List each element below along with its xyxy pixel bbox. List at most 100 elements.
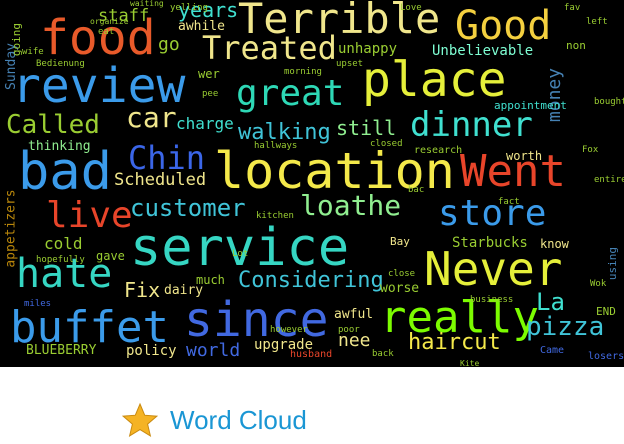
- cloud-word: car: [126, 101, 177, 134]
- cloud-word: wer: [198, 67, 220, 81]
- cloud-word: hate: [16, 251, 113, 297]
- cloud-word: still: [336, 116, 397, 140]
- cloud-word: yelling: [170, 3, 208, 13]
- cloud-word: kitchen: [256, 211, 294, 221]
- cloud-word: research: [414, 145, 463, 156]
- star-icon: [122, 402, 158, 437]
- cloud-word: money: [544, 67, 566, 123]
- cloud-word: since: [184, 292, 329, 348]
- cloud-word: service: [130, 218, 350, 278]
- cloud-word: non: [566, 39, 586, 52]
- cloud-word: haircut: [408, 330, 501, 355]
- cloud-word: gave: [96, 249, 125, 263]
- cloud-word: store: [438, 193, 547, 234]
- cloud-word: Fix: [124, 278, 161, 302]
- cloud-word: using: [606, 246, 620, 281]
- caption[interactable]: Word Cloud: [122, 400, 307, 440]
- cloud-word: years: [178, 0, 239, 22]
- cloud-word: poor: [338, 325, 360, 335]
- cloud-word: know: [540, 237, 569, 251]
- cloud-word: Bay: [390, 235, 410, 248]
- cloud-word: worth: [506, 149, 543, 163]
- cloud-word: buffet: [10, 302, 169, 353]
- cloud-word: loathe: [300, 189, 402, 222]
- cloud-word: bac: [408, 185, 425, 195]
- cloud-word: Wok: [590, 279, 607, 289]
- cloud-word: awhile: [178, 19, 225, 34]
- cloud-word: great: [236, 73, 345, 114]
- cloud-word: Terrible: [238, 0, 441, 43]
- cloud-word: Considering: [238, 268, 384, 293]
- cloud-word: Fox: [582, 145, 599, 155]
- cloud-word: place: [362, 52, 507, 108]
- cloud-word: live: [46, 195, 133, 236]
- cloud-word: charge: [176, 114, 234, 133]
- cloud-word: go: [158, 34, 180, 55]
- cloud-word: waiting: [130, 0, 164, 8]
- cloud-word: closed: [370, 139, 403, 149]
- cloud-word: fav: [564, 3, 581, 13]
- cloud-word: entire: [594, 175, 624, 185]
- cloud-word: worse: [380, 281, 420, 296]
- cloud-word: bought: [594, 97, 624, 107]
- cloud-word: Chin: [128, 139, 206, 177]
- cloud-word: close: [388, 269, 416, 279]
- cloud-word: fact: [498, 197, 520, 207]
- cloud-word: Starbucks: [452, 235, 528, 251]
- cloud-word: appetizers: [3, 189, 19, 268]
- cloud-word: dairy: [164, 283, 204, 298]
- cloud-word: bad: [18, 142, 112, 202]
- cloud-word: appointment: [494, 99, 567, 112]
- cloud-word: hopefully: [36, 255, 85, 265]
- cloud-word: unhappy: [338, 41, 398, 57]
- cloud-word: hallways: [254, 141, 298, 151]
- cloud-word: husband: [290, 349, 333, 360]
- cloud-word: awful: [334, 307, 374, 322]
- cloud-word: morning: [284, 67, 322, 77]
- cloud-word: nee: [338, 330, 371, 351]
- cloud-word: Unbelievable: [432, 43, 534, 59]
- cloud-word: much: [196, 273, 225, 287]
- cloud-word: Came: [540, 345, 565, 356]
- cloud-word: walking: [238, 120, 331, 145]
- cloud-word: Never: [424, 242, 563, 296]
- cloud-word: back: [372, 349, 394, 359]
- cloud-word: really: [380, 292, 539, 343]
- cloud-word: left: [586, 17, 608, 27]
- cloud-word: BLUEBERRY: [26, 343, 97, 358]
- cloud-word: Scheduled: [114, 170, 207, 190]
- cloud-word: staff: [98, 6, 150, 26]
- cloud-word: Lot: [232, 249, 249, 259]
- cloud-word: La: [536, 288, 565, 316]
- cloud-word: Called: [6, 110, 100, 140]
- cloud-word: location: [214, 142, 455, 200]
- cloud-word: food: [40, 10, 156, 66]
- cloud-word: Good: [455, 3, 552, 49]
- cloud-word: thinking: [28, 139, 91, 154]
- cloud-word: upgrade: [254, 337, 314, 353]
- cloud-word: dinner: [410, 105, 533, 145]
- cloud-word: Went: [460, 146, 566, 197]
- cloud-word: review: [12, 58, 186, 114]
- cloud-word: losers: [588, 351, 624, 362]
- cloud-word: upset: [336, 59, 364, 69]
- cloud-word: wife: [22, 47, 44, 57]
- cloud-word: eat: [98, 27, 115, 37]
- cloud-word: Kite: [460, 359, 480, 368]
- cloud-word: pee: [202, 89, 219, 99]
- cloud-word: Treated: [202, 29, 337, 67]
- cloud-word: business: [470, 295, 514, 305]
- cloud-word: world: [186, 340, 241, 361]
- cloud-word: policy: [126, 343, 177, 359]
- cloud-word: however: [270, 325, 308, 335]
- cloud-word: organize: [90, 17, 129, 26]
- cloud-word: miles: [24, 299, 52, 309]
- word-cloud-image: staff years Terrible Good food go Treate…: [0, 0, 624, 367]
- caption-label[interactable]: Word Cloud: [170, 404, 307, 435]
- cloud-word: going: [10, 22, 24, 57]
- cloud-word: END: [596, 305, 616, 318]
- cloud-word: Bedienung: [36, 59, 85, 69]
- cloud-word: Love: [400, 3, 422, 13]
- cloud-word: cold: [44, 234, 83, 253]
- cloud-word: pizza: [526, 312, 605, 342]
